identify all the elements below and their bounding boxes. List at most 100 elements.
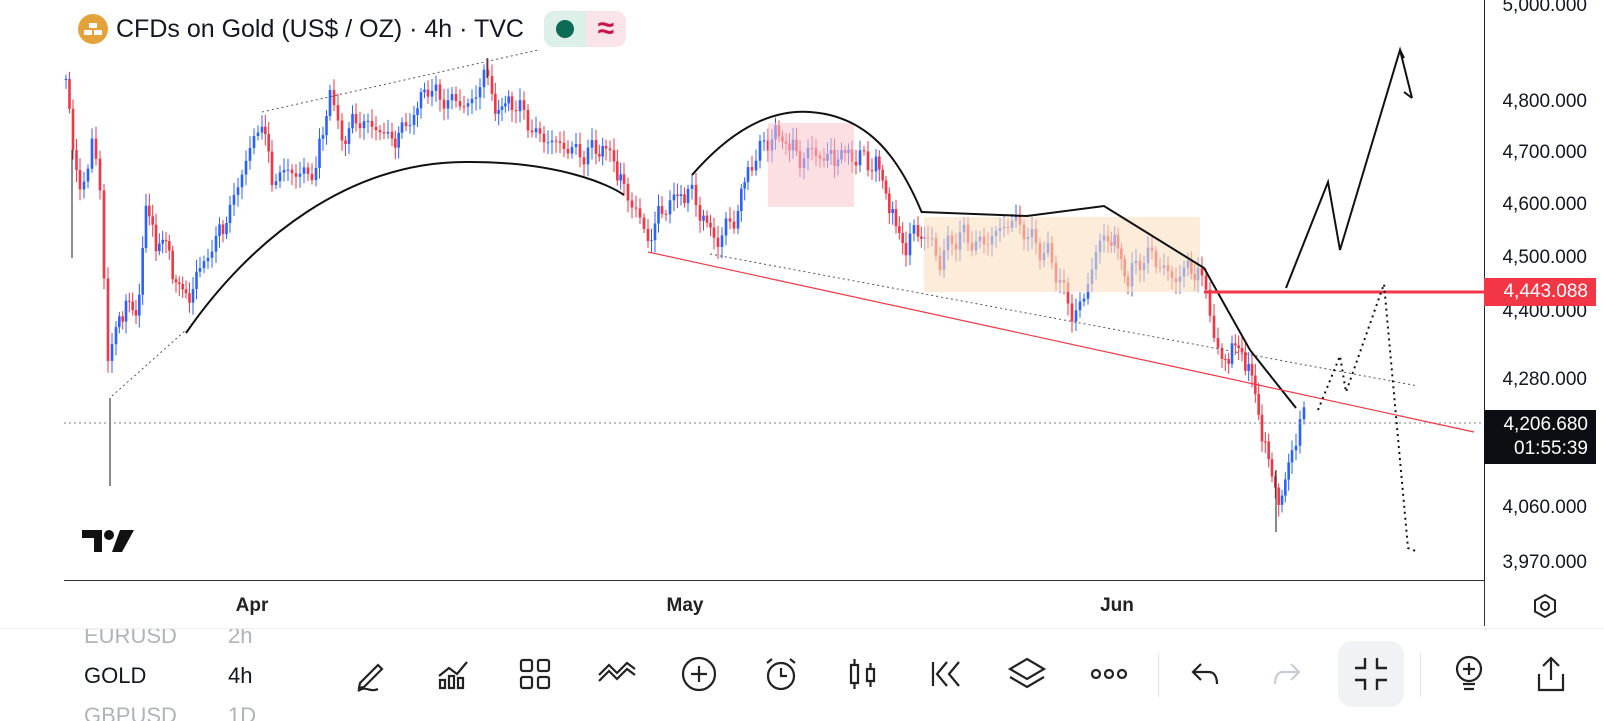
candle-body: [736, 211, 740, 229]
candle-body: [121, 316, 124, 322]
candle-body: [1082, 298, 1086, 302]
candle-body: [1078, 301, 1082, 311]
price-label: 4,800.000: [1502, 91, 1587, 112]
candle-body: [128, 300, 131, 302]
more-icon[interactable]: [1086, 651, 1132, 697]
candle-body: [1270, 459, 1274, 477]
candle-body: [394, 138, 397, 148]
candle-body: [586, 147, 590, 165]
candle-body: [750, 167, 754, 171]
candle-body: [370, 120, 374, 127]
symbol-title[interactable]: CFDs on Gold (US$ / OZ) · 4h · TVC: [116, 14, 524, 43]
watchlist-item-active[interactable]: GOLD 4h: [84, 663, 253, 688]
chart-type-icon[interactable]: [840, 651, 886, 697]
alert-icon[interactable]: [758, 651, 804, 697]
candle-body: [442, 99, 446, 109]
dotted-upper-line: [261, 49, 539, 113]
candle-body: [1240, 348, 1244, 352]
candle-body: [386, 131, 390, 134]
candle-body: [240, 174, 244, 188]
candle-body: [218, 224, 221, 236]
candle-body: [434, 84, 438, 91]
watchlist-item[interactable]: GBPUSD 1D: [84, 703, 257, 721]
candle-body: [174, 279, 178, 283]
time-axis[interactable]: Apr May Jun: [64, 580, 1484, 627]
candle-body: [68, 78, 71, 109]
market-status-dot: [555, 20, 574, 38]
templates-icon[interactable]: [512, 651, 558, 697]
tradingview-logo: [82, 528, 134, 559]
candle-body: [225, 222, 228, 235]
price-label: 4,400.000: [1502, 301, 1587, 322]
candle-body: [314, 168, 318, 181]
candle-body: [274, 181, 278, 186]
candle-body: [378, 130, 382, 133]
candle-body: [390, 131, 394, 139]
replay-icon[interactable]: [922, 651, 968, 697]
chart-legend[interactable]: CFDs on Gold (US$ / OZ) · 4h · TVC ≈: [78, 10, 626, 48]
dotted-lower-line: [111, 329, 187, 397]
share-icon[interactable]: [1528, 651, 1574, 697]
gold-bars-icon: [78, 14, 108, 44]
collapse-icon[interactable]: [1338, 641, 1404, 707]
status-badge[interactable]: ≈: [543, 11, 626, 47]
bottom-toolbar: EURUSD 2h GOLD 4h GBPUSD 1D: [0, 628, 1604, 721]
candle-body: [1237, 345, 1240, 349]
candle-body: [881, 169, 884, 181]
add-icon[interactable]: [676, 651, 722, 697]
consolidation-zone: [924, 217, 1200, 292]
ideas-icon[interactable]: [1446, 651, 1492, 697]
candle-body: [1280, 495, 1284, 505]
redo-icon[interactable]: [1264, 651, 1310, 697]
pencil-icon[interactable]: [348, 651, 394, 697]
candle-body: [458, 101, 462, 107]
candle-body: [716, 237, 720, 247]
candle-body: [290, 169, 294, 174]
indicators-icon[interactable]: [430, 651, 476, 697]
candle-body: [184, 289, 188, 294]
candle-body: [1247, 364, 1250, 371]
candle-body: [131, 301, 134, 311]
candle-body: [1230, 343, 1234, 364]
candle-body: [1216, 338, 1220, 348]
price-label: 5,000.000: [1502, 0, 1587, 16]
candle-body: [306, 167, 310, 174]
price-label: 3,970.000: [1502, 552, 1587, 573]
candle-body: [94, 138, 98, 159]
candle-body: [646, 228, 650, 242]
candle-body: [866, 151, 870, 171]
candle-body: [676, 194, 679, 197]
price-label: 4,600.000: [1502, 194, 1587, 215]
time-label: Jun: [1100, 595, 1134, 616]
drawing-tools-icon[interactable]: [594, 651, 640, 697]
candle-body: [732, 221, 736, 229]
candle-body: [260, 126, 264, 133]
candle-body: [1257, 393, 1260, 415]
candle-body: [354, 114, 358, 124]
candle-body: [221, 224, 225, 235]
candle-body: [622, 174, 626, 184]
candle-body: [210, 251, 214, 258]
candle-body: [1284, 479, 1287, 496]
watchlist-item[interactable]: EURUSD 2h: [84, 629, 253, 648]
candle-body: [558, 141, 562, 143]
bullish-arrow-head: [1399, 49, 1405, 59]
watchlist[interactable]: EURUSD 2h GOLD 4h GBPUSD 1D: [84, 629, 304, 721]
undo-icon[interactable]: [1182, 651, 1228, 697]
candle-body: [98, 158, 102, 191]
candle-body: [497, 109, 500, 114]
candle-body: [590, 140, 594, 148]
candle-body: [64, 78, 68, 80]
candle-body: [400, 122, 404, 133]
support-trendline: [647, 251, 1475, 433]
chart-settings-icon[interactable]: [1530, 591, 1560, 621]
price-label: 4,700.000: [1502, 142, 1587, 163]
rounding-top-arc: [691, 110, 923, 214]
candle-body: [148, 205, 151, 217]
candle-body: [1220, 347, 1224, 359]
candle-body: [118, 316, 121, 328]
candle-body: [462, 106, 466, 108]
layers-icon[interactable]: [1004, 651, 1050, 697]
candle-body: [634, 207, 638, 209]
